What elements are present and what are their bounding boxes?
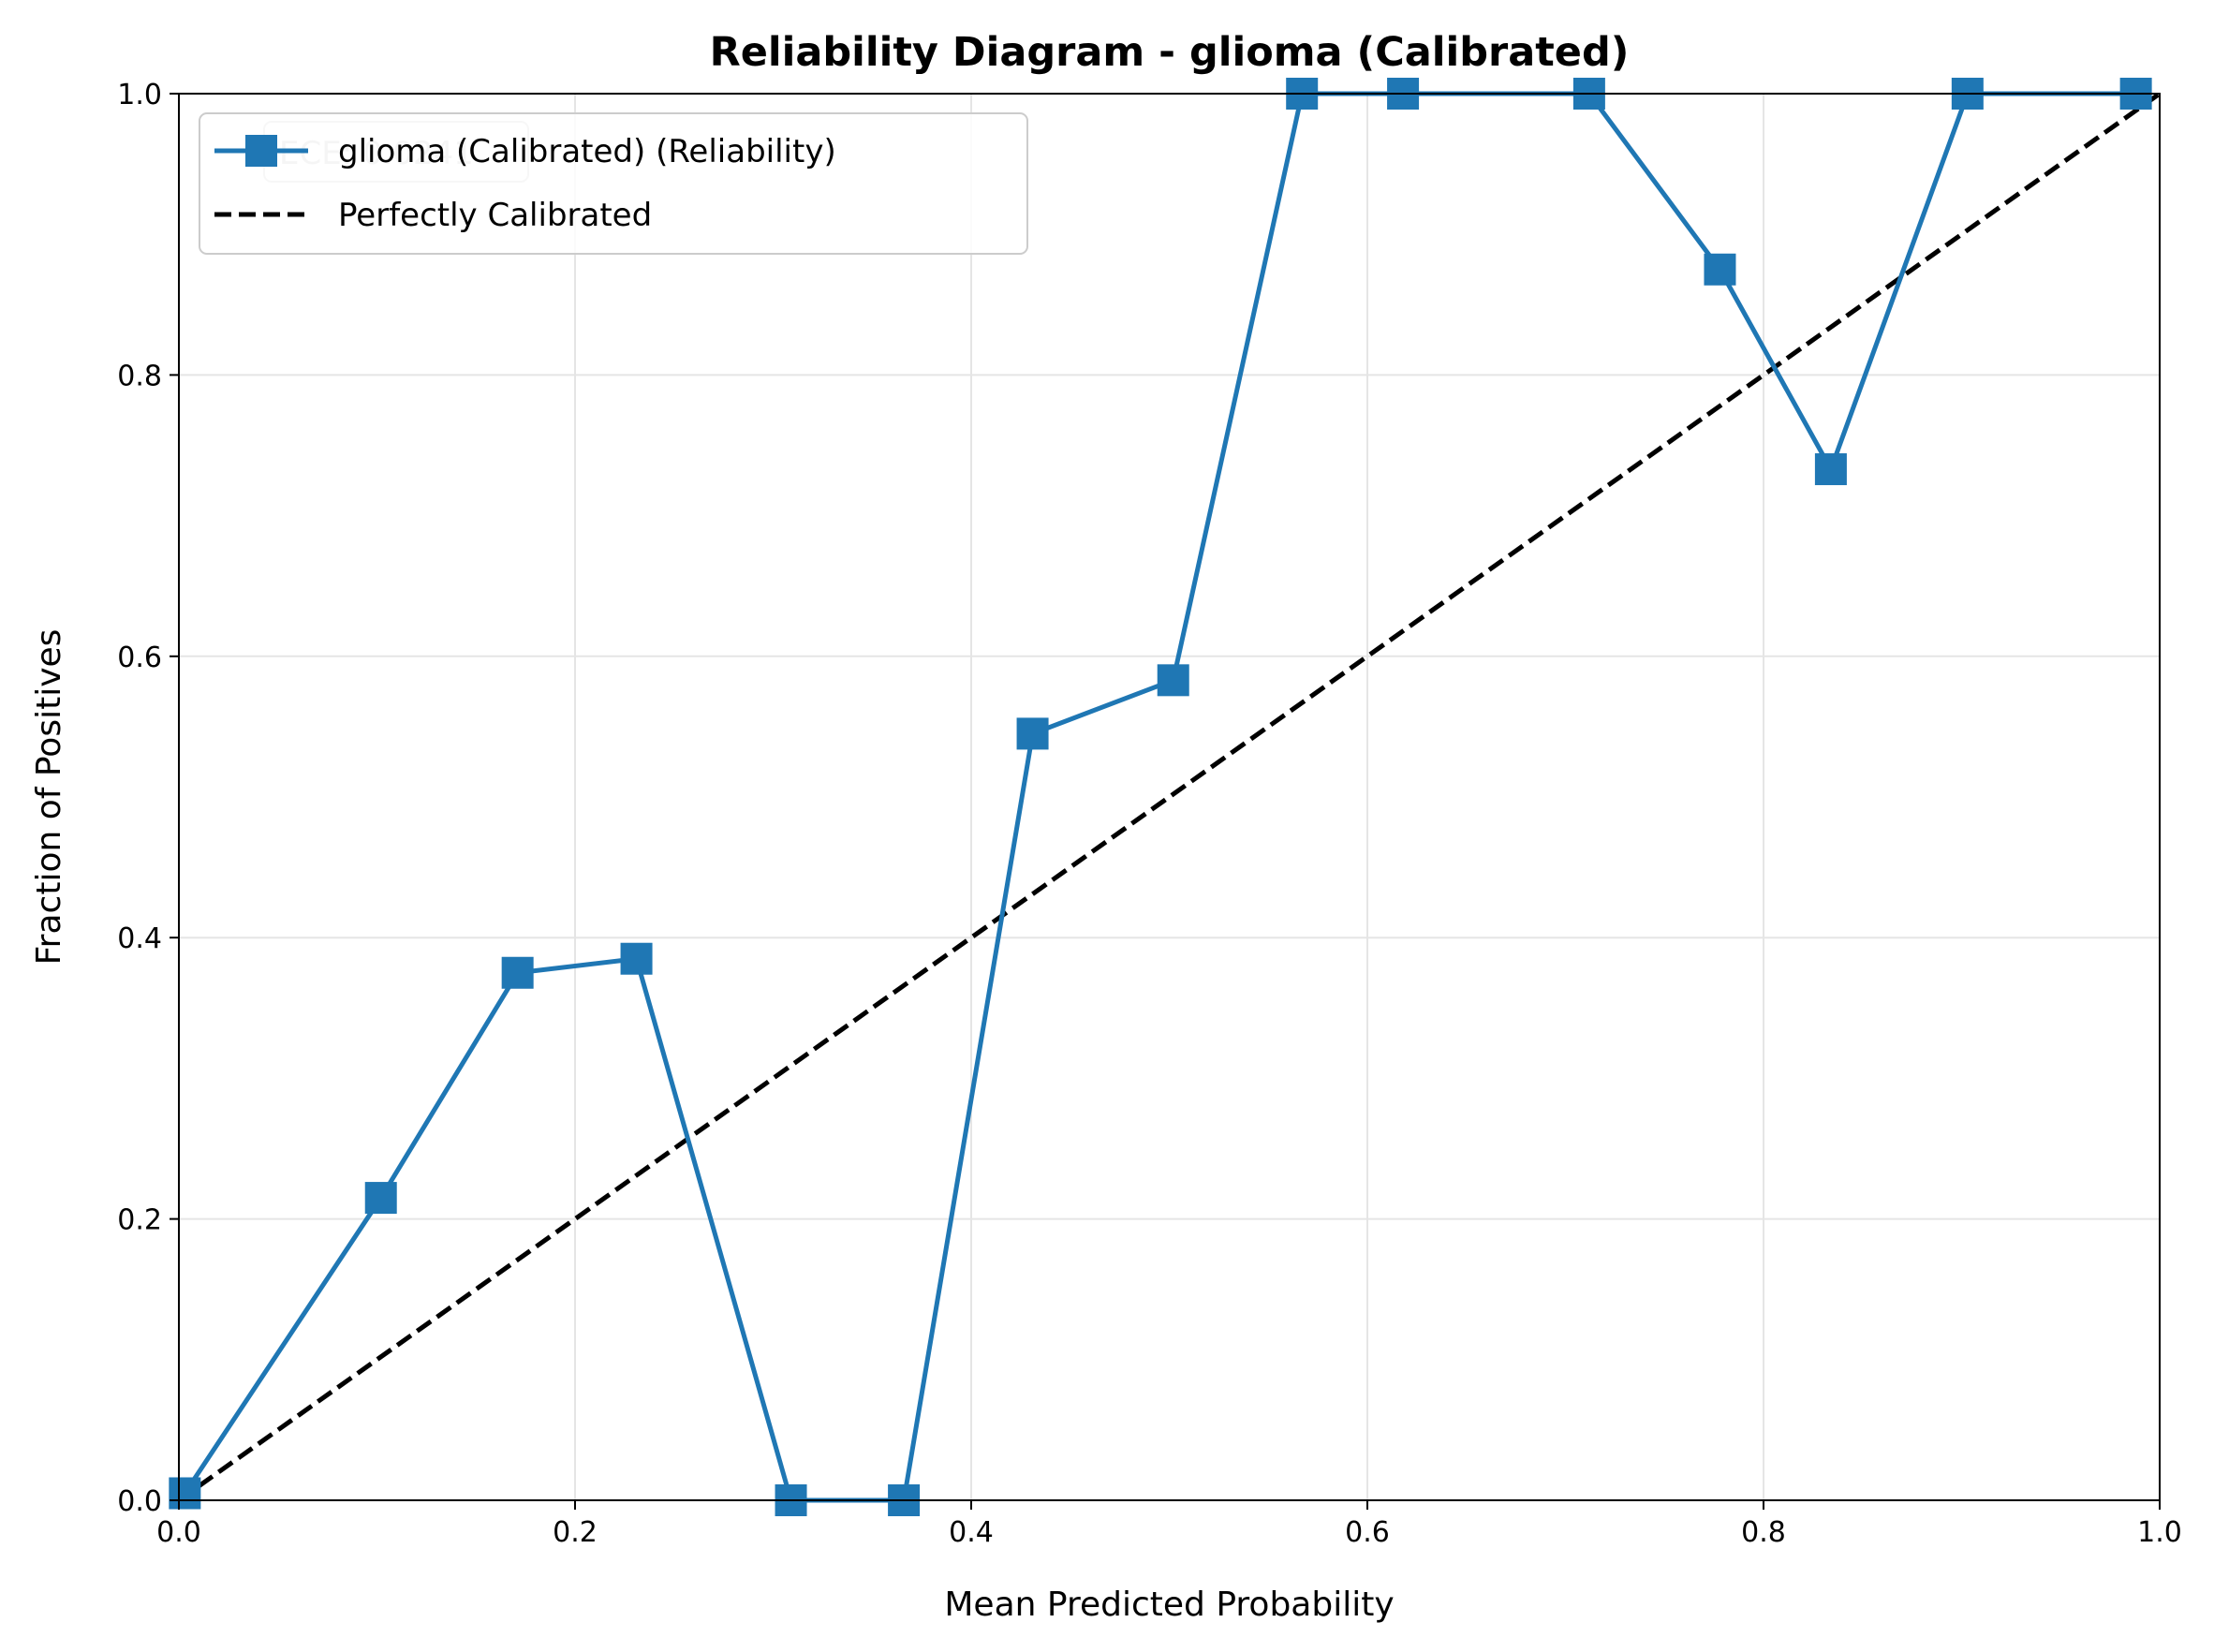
y-tick-label: 0.0 — [117, 1485, 162, 1518]
x-tick-label: 1.0 — [2137, 1516, 2182, 1549]
legend-reliability-marker — [245, 135, 277, 167]
axes-frame — [178, 93, 2161, 1501]
reliability-point — [1814, 453, 1847, 486]
x-tick-label: 0.4 — [949, 1516, 994, 1549]
y-tick-label: 0.2 — [117, 1204, 162, 1237]
reliability-point — [620, 942, 653, 975]
y-tick-label: 0.8 — [117, 360, 162, 392]
x-tick-label: 0.6 — [1345, 1516, 1390, 1549]
axis-ticks: 0.0 0.2 0.4 0.6 0.8 1.0 0.0 0.2 0.4 0.6 0.8 1.0 — [117, 79, 2182, 1549]
chart-title: Reliability Diagram - glioma (Calibrated… — [710, 29, 1630, 76]
legend-box — [199, 112, 1028, 255]
x-axis-label: Mean Predicted Probability — [944, 1586, 1394, 1624]
x-tick-label: 0.0 — [156, 1516, 201, 1549]
y-tick-label: 1.0 — [117, 79, 162, 111]
x-tick-label: 0.2 — [553, 1516, 598, 1549]
legend-calibrated-label: Perfectly Calibrated — [338, 197, 652, 234]
x-tick-label: 0.8 — [1741, 1516, 1786, 1549]
perfectly-calibrated-line — [177, 91, 2162, 1503]
y-tick-label: 0.6 — [117, 642, 162, 674]
y-tick-label: 0.4 — [117, 922, 162, 955]
reliability-point — [364, 1182, 397, 1215]
reliability-point — [1016, 717, 1049, 750]
reliability-point — [1704, 253, 1736, 286]
y-axis-label: Fraction of Positives — [30, 629, 68, 966]
reliability-point — [1157, 664, 1189, 697]
legend-reliability-label: glioma (Calibrated) (Reliability) — [338, 133, 836, 170]
grid-lines — [178, 93, 2161, 1501]
reliability-point — [501, 956, 534, 989]
reliability-point — [169, 1477, 201, 1510]
legend: ECE: 0.0241glioma (Calibrated) (Reliabil… — [199, 112, 1028, 255]
